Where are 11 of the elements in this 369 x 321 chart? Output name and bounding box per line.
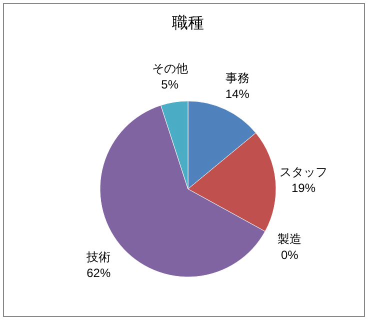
data-label: 14%	[225, 87, 250, 102]
slice-label: スタッフ	[279, 165, 328, 180]
slice-label: その他	[152, 61, 188, 76]
text: 0%	[280, 248, 298, 262]
category-label: 製造	[278, 232, 302, 246]
data-label: 5%	[161, 77, 179, 92]
slice-label: 事務	[225, 71, 250, 86]
slice-label: 技術	[86, 250, 111, 264]
data-label: 62%	[86, 266, 111, 280]
data-label: 19%	[291, 181, 316, 196]
chart-title: 職種	[172, 14, 204, 32]
